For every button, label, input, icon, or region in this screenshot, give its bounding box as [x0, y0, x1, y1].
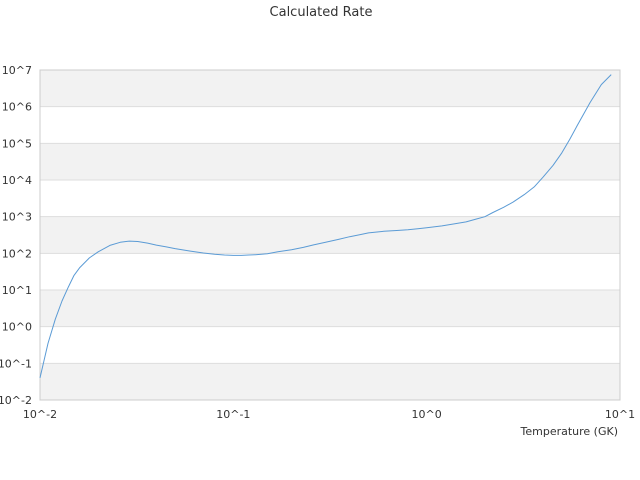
- series-line: [39, 74, 612, 379]
- plot-band: [40, 70, 620, 107]
- x-tick-labels: 10^-2 10^-1 10^0 10^1: [23, 408, 635, 421]
- y-tick-label: 10^2: [2, 247, 32, 260]
- plot-frame: [39, 69, 621, 401]
- plot-band: [40, 216, 620, 254]
- plot-bands: [40, 70, 620, 400]
- chart-title: Calculated Rate: [270, 5, 373, 20]
- plot-band: [40, 143, 620, 180]
- y-tick-label: 10^-2: [0, 394, 32, 407]
- y-tick-label: 10^5: [2, 137, 32, 150]
- y-tick-label: 10^1: [2, 284, 32, 297]
- x-tick-label: 10^1: [605, 408, 635, 421]
- y-tick-label: 10^7: [2, 64, 32, 77]
- series-layer: [39, 74, 612, 379]
- y-tick-label: 10^0: [2, 321, 32, 334]
- x-tick-label: 10^-2: [23, 408, 57, 421]
- y-tick-labels: 10^-2 10^-1 10^0 10^1 10^2 10^3 10^4 10^5 10^6 10…: [0, 64, 32, 407]
- y-tick-label: 10^-1: [0, 357, 32, 370]
- x-tick-label: 10^0: [412, 408, 442, 421]
- x-tick-label: 10^-1: [216, 408, 250, 421]
- x-axis-label: Temperature (GK): [520, 425, 619, 438]
- plot-band: [40, 290, 620, 327]
- y-tick-label: 10^3: [2, 211, 32, 224]
- y-tick-label: 10^4: [2, 174, 32, 187]
- plot-band: [40, 363, 620, 400]
- y-tick-label: 10^6: [2, 101, 32, 114]
